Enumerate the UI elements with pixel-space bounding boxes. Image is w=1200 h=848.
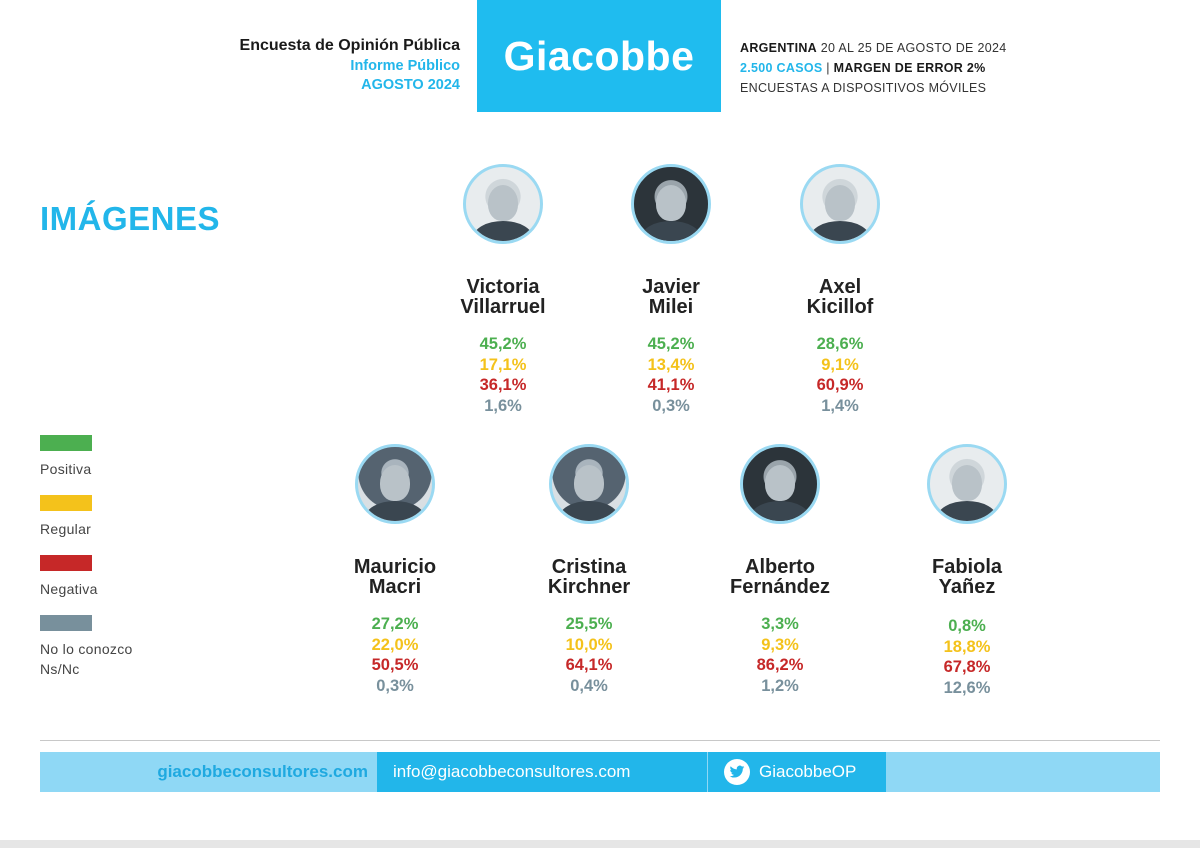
candidate-card: Axel Kicillof 28,6% 9,1% 60,9% 1,4% [750, 164, 930, 416]
value-regular: 10,0% [565, 635, 613, 654]
candidate-name: Mauricio Macri [353, 556, 437, 598]
value-no-conozco: 12,6% [943, 678, 991, 697]
candidate-name: Victoria Villarruel [460, 276, 546, 318]
candidate-name: Javier Milei [642, 276, 700, 318]
survey-method: ENCUESTAS A DISPOSITIVOS MÓVILES [740, 81, 987, 95]
legend-item-negativa: Negativa [40, 555, 200, 599]
value-regular: 17,1% [479, 355, 527, 374]
candidate-photo [355, 444, 435, 524]
brand-name: Giacobbe [503, 32, 695, 79]
value-negativa: 36,1% [479, 376, 527, 394]
candidate-card: Fabiola Yañez 0,8% 18,8% 67,8% 12,6% [877, 444, 1057, 698]
legend-label: Positiva [40, 461, 92, 477]
legend-label: Regular [40, 521, 92, 537]
candidate-name: Fabiola Yañez [931, 556, 1002, 598]
candidate-photo [631, 164, 711, 244]
candidate-values: 25,5% 10,0% 64,1% 0,4% [499, 614, 679, 696]
value-negativa: 41,1% [647, 376, 695, 394]
candidate-photo [549, 444, 629, 524]
candidate-photo [740, 444, 820, 524]
candidate-values: 28,6% 9,1% 60,9% 1,4% [750, 334, 930, 416]
candidate-name: Alberto Fernández [729, 556, 831, 598]
legend-label: No lo conozco Ns/Nc [40, 641, 133, 677]
legend-item-regular: Regular [40, 495, 200, 539]
brand-logo: Giacobbe [477, 0, 721, 112]
legend-swatch [40, 615, 92, 631]
survey-location-dates: ARGENTINA 20 AL 25 DE AGOSTO DE 2024 [740, 38, 1006, 58]
header-right: ARGENTINA 20 AL 25 DE AGOSTO DE 2024 2.5… [740, 38, 1006, 98]
value-positiva: 3,3% [761, 615, 799, 633]
legend-item-positiva: Positiva [40, 435, 200, 479]
header-left: Encuesta de Opinión Pública Informe Públ… [240, 36, 460, 94]
value-positiva: 45,2% [479, 335, 527, 353]
value-positiva: 28,6% [816, 335, 864, 353]
candidate-photo [463, 164, 543, 244]
legend-swatch [40, 555, 92, 571]
value-positiva: 45,2% [647, 335, 695, 353]
survey-dates: 20 AL 25 DE AGOSTO DE 2024 [817, 41, 1007, 55]
twitter-link[interactable]: GiacobbeOP [708, 752, 886, 792]
candidate-values: 45,2% 17,1% 36,1% 1,6% [413, 334, 593, 416]
website-link[interactable]: giacobbeconsultores.com [157, 762, 368, 781]
value-negativa: 50,5% [371, 656, 419, 674]
survey-sample: 2.500 CASOS | MARGEN DE ERROR 2% [740, 58, 1006, 78]
value-no-conozco: 1,6% [484, 396, 522, 415]
candidate-card: Victoria Villarruel 45,2% 17,1% 36,1% 1,6… [413, 164, 593, 416]
bottom-band [0, 840, 1200, 848]
survey-period: AGOSTO 2024 [361, 77, 460, 93]
candidate-values: 27,2% 22,0% 50,5% 0,3% [305, 614, 485, 696]
survey-subtitle: Informe Público [350, 58, 460, 74]
twitter-bird-icon [724, 759, 750, 785]
value-regular: 9,3% [761, 635, 799, 654]
value-regular: 9,1% [821, 355, 859, 374]
legend-item-no-conozco: No lo conozco Ns/Nc [40, 615, 200, 679]
value-regular: 13,4% [647, 355, 695, 374]
value-positiva: 25,5% [565, 615, 613, 633]
twitter-handle: GiacobbeOP [759, 762, 857, 781]
value-no-conozco: 1,2% [761, 676, 799, 695]
legend-label: Negativa [40, 581, 98, 597]
legend-swatch [40, 495, 92, 511]
value-no-conozco: 0,3% [376, 676, 414, 695]
value-negativa: 67,8% [943, 658, 991, 676]
value-regular: 22,0% [371, 635, 419, 654]
candidate-name: Axel Kicillof [806, 276, 874, 318]
value-negativa: 86,2% [756, 656, 804, 674]
candidate-values: 3,3% 9,3% 86,2% 1,2% [690, 614, 870, 696]
value-no-conozco: 0,4% [570, 676, 608, 695]
value-negativa: 64,1% [565, 656, 613, 674]
footer-bar: giacobbeconsultores.com info@giacobbecon… [40, 752, 1160, 792]
legend-swatch [40, 435, 92, 451]
survey-country: ARGENTINA [740, 41, 818, 55]
candidate-card: Mauricio Macri 27,2% 22,0% 50,5% 0,3% [305, 444, 485, 696]
survey-cases: 2.500 CASOS [740, 61, 823, 75]
footer-divider [40, 740, 1160, 741]
value-no-conozco: 0,3% [652, 396, 690, 415]
candidate-card: Alberto Fernández 3,3% 9,3% 86,2% 1,2% [690, 444, 870, 696]
candidate-card: Cristina Kirchner 25,5% 10,0% 64,1% 0,4% [499, 444, 679, 696]
value-regular: 18,8% [943, 637, 991, 656]
separator: | [822, 61, 834, 75]
email-link[interactable]: info@giacobbeconsultores.com [377, 752, 707, 792]
candidate-photo [927, 444, 1007, 524]
value-positiva: 0,8% [948, 617, 986, 635]
value-no-conozco: 1,4% [821, 396, 859, 415]
candidate-values: 0,8% 18,8% 67,8% 12,6% [877, 616, 1057, 698]
candidate-values: 45,2% 13,4% 41,1% 0,3% [581, 334, 761, 416]
candidate-name: Cristina Kirchner [547, 556, 631, 598]
value-positiva: 27,2% [371, 615, 419, 633]
survey-margin: MARGEN DE ERROR 2% [833, 61, 986, 75]
value-negativa: 60,9% [816, 376, 864, 394]
candidate-photo [800, 164, 880, 244]
survey-title: Encuesta de Opinión Pública [239, 37, 460, 54]
section-title: IMÁGENES [40, 200, 221, 237]
candidate-card: Javier Milei 45,2% 13,4% 41,1% 0,3% [581, 164, 761, 416]
